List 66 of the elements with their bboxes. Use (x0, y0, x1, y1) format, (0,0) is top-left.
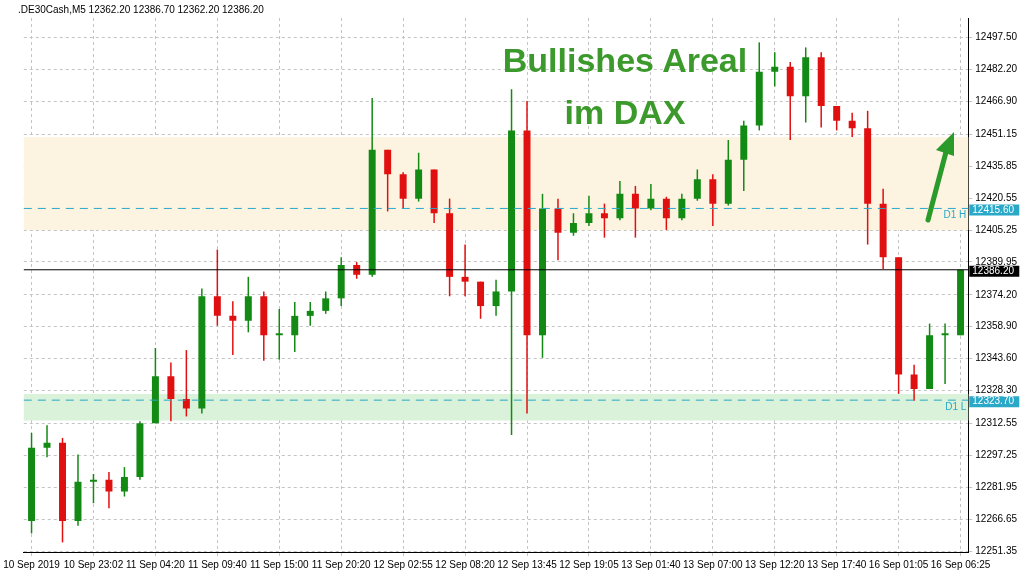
candlestick (43, 424, 51, 459)
y-tick-label: 12251.35 (975, 544, 1018, 556)
candlestick (322, 290, 330, 315)
x-tick-label: 16 Sep 06:25 (930, 558, 991, 570)
x-tick-label: 12 Sep 02:55 (373, 558, 434, 570)
x-tick-label: 12 Sep 19:05 (559, 558, 620, 570)
candlestick (941, 322, 949, 385)
x-tick-label: 13 Sep 01:40 (621, 558, 682, 570)
x-tick-label: 16 Sep 01:05 (868, 558, 929, 570)
candlestick (492, 279, 500, 317)
text: Bullishes Areal im DAX (501, 40, 749, 133)
y-tick-label: 12328.30 (975, 384, 1018, 396)
candlestick (631, 185, 639, 239)
candlestick (600, 202, 608, 239)
candlestick (120, 466, 128, 498)
candlestick (167, 361, 175, 422)
x-tick-label: 12 Sep 08:20 (435, 558, 496, 570)
y-tick-label: 12389.95 (975, 255, 1018, 267)
x-tick-label: 13 Sep 07:00 (683, 558, 743, 570)
text: 12323.70 (972, 395, 1015, 407)
y-tick-label: 12420.55 (975, 191, 1018, 203)
chart-subtitle: .DE30Cash,M5 12362.20 12386.70 12362.20 12386.20 (18, 4, 264, 15)
x-tick-label: 10 Sep 23:02 (63, 558, 124, 570)
candlestick (291, 301, 299, 353)
candlestick (89, 473, 97, 504)
x-tick-label: 11 Sep 09:40 (187, 558, 248, 570)
candlestick (848, 111, 856, 138)
x-tick-label: 13 Sep 17:40 (806, 558, 867, 570)
candlestick (306, 301, 314, 327)
candlestick (275, 308, 283, 361)
candlestick (833, 105, 841, 132)
x-tick-label: 11 Sep 20:20 (311, 558, 372, 570)
y-tick-label: 12497.50 (975, 31, 1018, 43)
y-tick-label: 12405.25 (975, 223, 1018, 235)
candlestick (229, 300, 237, 356)
x-tick-label: 12 Sep 13:45 (497, 558, 558, 570)
ref-line-label: D1 H (943, 209, 967, 221)
y-tick-label: 12482.20 (975, 63, 1018, 75)
ref-line-label: D1 L (945, 400, 967, 412)
x-tick-label: 11 Sep 04:20 (126, 558, 186, 570)
y-tick-label: 12374.20 (975, 288, 1018, 300)
candlestick (693, 168, 701, 202)
candlestick (662, 196, 670, 231)
candlestick (771, 51, 779, 88)
y-tick-label: 12281.95 (975, 480, 1018, 492)
candlestick (105, 471, 113, 509)
candlestick (910, 363, 918, 402)
y-tick-label: 12343.60 (975, 352, 1018, 364)
y-tick-label: 12466.90 (975, 95, 1018, 107)
y-tick-label: 12358.90 (975, 320, 1018, 332)
candlestick (647, 183, 655, 212)
candlestick (213, 248, 221, 327)
candlestick (585, 194, 593, 227)
y-tick-label: 12312.55 (975, 417, 1018, 429)
y-tick-label: 12297.25 (975, 449, 1018, 461)
text: 12386.20 (972, 265, 1015, 277)
candlestick (678, 193, 686, 221)
x-tick-label: 13 Sep 12:20 (745, 558, 805, 570)
x-tick-label: 10 Sep 2019 (3, 558, 61, 570)
candlestick (569, 212, 577, 237)
text: 12415.60 (972, 203, 1015, 215)
candlestick (461, 243, 469, 298)
x-tick-label: 11 Sep 15:00 (249, 558, 310, 570)
y-tick-label: 12435.85 (975, 159, 1018, 171)
y-tick-label: 12451.15 (975, 128, 1018, 140)
y-tick-label: 12266.65 (975, 512, 1018, 524)
